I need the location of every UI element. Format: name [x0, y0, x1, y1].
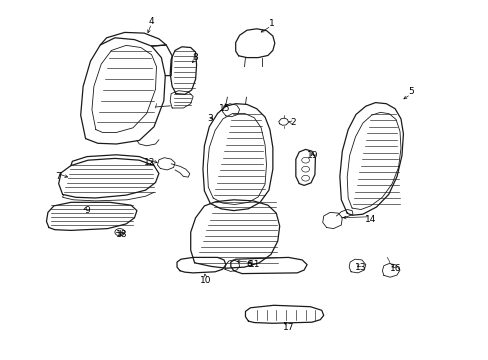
Text: 5: 5 [407, 87, 413, 96]
Text: 4: 4 [148, 17, 154, 26]
Text: 6: 6 [246, 260, 252, 269]
Text: 11: 11 [248, 260, 260, 269]
Text: 8: 8 [192, 53, 198, 62]
Text: 14: 14 [364, 215, 376, 224]
Text: 13: 13 [354, 263, 366, 271]
Text: 12: 12 [143, 158, 155, 167]
Text: 1: 1 [268, 19, 274, 28]
Text: 19: 19 [306, 151, 318, 160]
Text: 16: 16 [389, 264, 401, 273]
Text: 3: 3 [207, 114, 213, 123]
Text: 17: 17 [282, 323, 294, 332]
Text: 7: 7 [55, 172, 61, 181]
Text: 15: 15 [219, 104, 230, 112]
Text: 10: 10 [199, 276, 211, 284]
Text: 2: 2 [290, 118, 296, 127]
Text: 9: 9 [84, 206, 90, 215]
Text: 18: 18 [115, 230, 127, 239]
